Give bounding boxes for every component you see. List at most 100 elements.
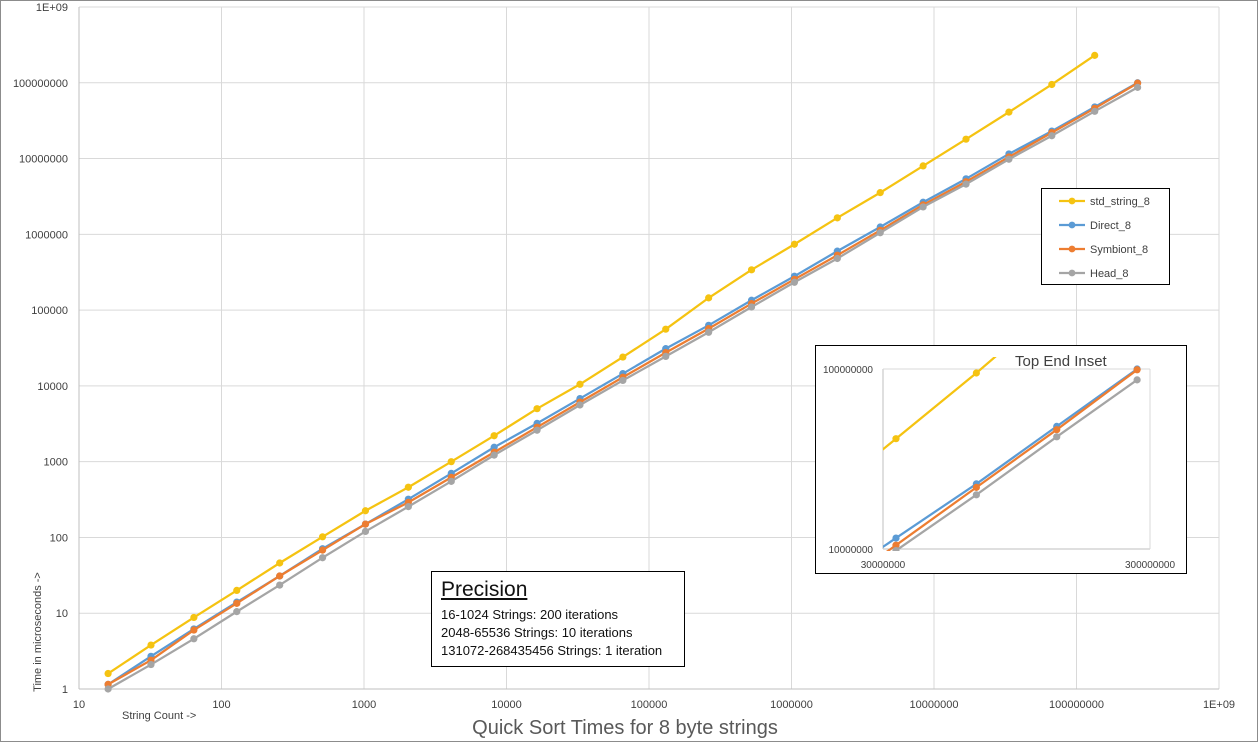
data-point <box>1048 80 1056 89</box>
data-point <box>1134 83 1142 91</box>
data-point <box>833 214 841 222</box>
main-x-tick-labels: 10 100 1000 10000 100000 1000000 10000000 10000… <box>73 699 1235 711</box>
inset-x-tick-label: 300000000 <box>1125 560 1175 571</box>
precision-title: Precision <box>441 578 528 601</box>
data-point <box>361 520 370 528</box>
precision-line: 2048-65536 Strings: 10 iterations <box>441 625 633 640</box>
x-tick-label: 10000 <box>491 699 522 711</box>
inset-data-point <box>892 534 900 542</box>
data-point <box>662 352 670 360</box>
inset-data-point <box>1053 426 1061 434</box>
inset-series-Head_8 <box>892 376 1141 551</box>
y-tick-label: 1000 <box>44 457 68 469</box>
data-point <box>705 294 713 302</box>
data-point <box>790 278 799 286</box>
data-point <box>747 266 756 274</box>
precision-note: Precision 16-1024 Strings: 200 iteration… <box>431 571 685 667</box>
inset-data-point <box>892 435 900 443</box>
data-point <box>276 559 284 567</box>
legend-swatch-marker <box>1068 269 1076 277</box>
inset-data-point <box>892 546 900 551</box>
main-y-tick-labels: 1 10 100 1000 10000 100000 1000000 10000000 1000… <box>13 2 68 696</box>
inset-data-point <box>892 541 900 549</box>
inset-data-point <box>1133 376 1141 384</box>
legend-swatch-marker <box>1068 221 1076 229</box>
series-std_string_8 <box>104 51 1099 678</box>
x-tick-label: 100000 <box>631 699 668 711</box>
legend-label: Head_8 <box>1090 268 1129 280</box>
data-point <box>404 483 412 491</box>
data-point <box>576 380 584 388</box>
data-point <box>447 458 455 466</box>
legend-label: std_string_8 <box>1090 196 1150 208</box>
main-plot-series <box>104 51 1142 693</box>
data-point <box>104 685 112 693</box>
data-point <box>533 426 541 434</box>
precision-line: 131072-268435456 Strings: 1 iteration <box>441 643 663 658</box>
legend-item: Direct_8 <box>1059 220 1131 232</box>
inset-title: Top End Inset <box>1015 353 1108 370</box>
inset-x-tick-label: 30000000 <box>861 560 906 571</box>
data-point <box>104 669 112 678</box>
chart-title: Quick Sort Times for 8 byte strings <box>472 717 778 739</box>
inset-y-tick-label: 100000000 <box>823 365 873 376</box>
legend-swatch-marker <box>1068 197 1076 205</box>
inset-data-point <box>1133 366 1141 374</box>
x-tick-label: 10 <box>73 699 85 711</box>
x-tick-label: 1000 <box>352 699 376 711</box>
y-tick-label: 10000 <box>37 381 68 393</box>
y-tick-label: 100000000 <box>13 78 68 90</box>
data-point <box>1005 108 1013 116</box>
data-point <box>490 443 498 451</box>
precision-line: 16-1024 Strings: 200 iterations <box>441 607 619 622</box>
legend-item: std_string_8 <box>1059 196 1150 208</box>
data-point <box>833 254 841 263</box>
data-point <box>318 554 327 562</box>
data-point <box>619 353 627 361</box>
x-tick-label: 1000000 <box>770 699 813 711</box>
legend-label: Symbiont_8 <box>1090 244 1148 256</box>
y-tick-label: 10000000 <box>19 154 68 166</box>
x-tick-label: 100000000 <box>1049 699 1104 711</box>
y-tick-label: 10 <box>56 608 68 620</box>
data-point <box>1005 155 1013 163</box>
data-point <box>190 626 198 634</box>
y-axis-label: Time in microseconds -> <box>32 572 44 692</box>
data-point <box>361 527 370 536</box>
data-point <box>404 503 412 511</box>
x-axis-label: String Count -> <box>122 710 196 722</box>
data-point <box>1091 51 1099 59</box>
legend: std_string_8 Direct_8 Symbiont_8 Head_8 <box>1041 188 1170 285</box>
data-point <box>233 599 241 607</box>
data-point <box>747 303 756 311</box>
data-point <box>318 546 327 554</box>
y-tick-label: 1 <box>62 684 68 696</box>
legend-label: Direct_8 <box>1090 220 1131 232</box>
legend-swatch-marker <box>1068 245 1076 253</box>
legend-item: Symbiont_8 <box>1059 244 1148 256</box>
data-point <box>190 635 198 643</box>
series-line <box>107 54 1096 675</box>
series-Head_8 <box>104 83 1142 693</box>
data-point <box>919 162 927 170</box>
data-point <box>962 135 970 143</box>
data-point <box>147 660 155 669</box>
data-point <box>619 376 627 385</box>
x-tick-label: 100 <box>212 699 230 711</box>
y-tick-label: 100 <box>50 532 68 544</box>
data-point <box>705 328 713 336</box>
inset-data-point <box>1053 433 1061 441</box>
data-point <box>318 533 327 541</box>
data-point <box>233 586 241 595</box>
data-point <box>662 325 670 333</box>
inset-data-point <box>972 491 980 499</box>
y-tick-label: 1E+09 <box>36 2 68 14</box>
data-point <box>919 203 927 211</box>
data-point <box>233 608 241 616</box>
data-point <box>876 229 884 237</box>
inset-series-Symbiont_8 <box>885 366 1141 551</box>
data-point <box>147 641 155 649</box>
inset-data-point <box>972 483 980 491</box>
y-tick-label: 100000 <box>31 305 68 317</box>
data-point <box>447 477 455 485</box>
